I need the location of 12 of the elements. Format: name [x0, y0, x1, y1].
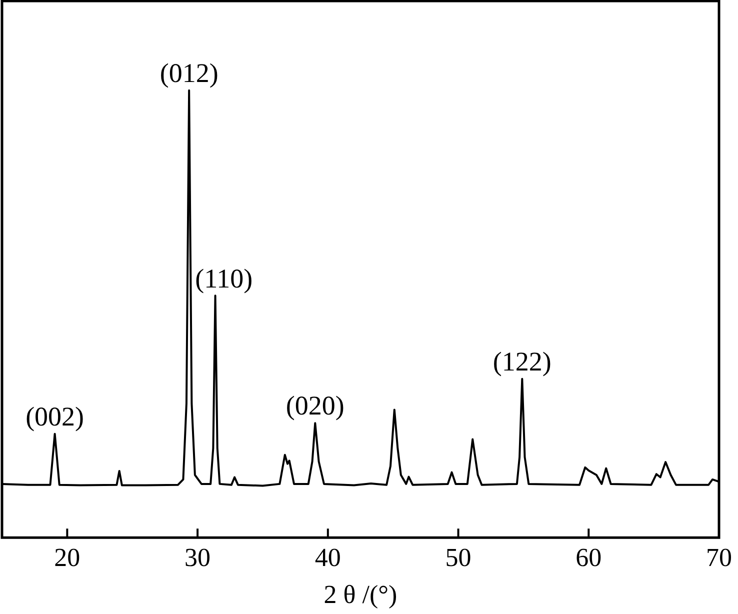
- annotation: (002): [26, 401, 84, 432]
- x-tick-label: 20: [54, 543, 80, 572]
- x-tick-label: 40: [314, 543, 341, 572]
- annotation: (020): [286, 390, 344, 421]
- x-tick-label: 60: [576, 543, 602, 572]
- x-tick-label: 50: [445, 543, 472, 572]
- x-axis-title: 2 θ /(°): [324, 580, 398, 610]
- x-tick-label: 30: [184, 543, 211, 572]
- x-tick-label: 70: [706, 543, 732, 572]
- annotation: (110): [195, 263, 253, 294]
- annotation: (012): [160, 58, 218, 88]
- annotation: (122): [492, 346, 552, 376]
